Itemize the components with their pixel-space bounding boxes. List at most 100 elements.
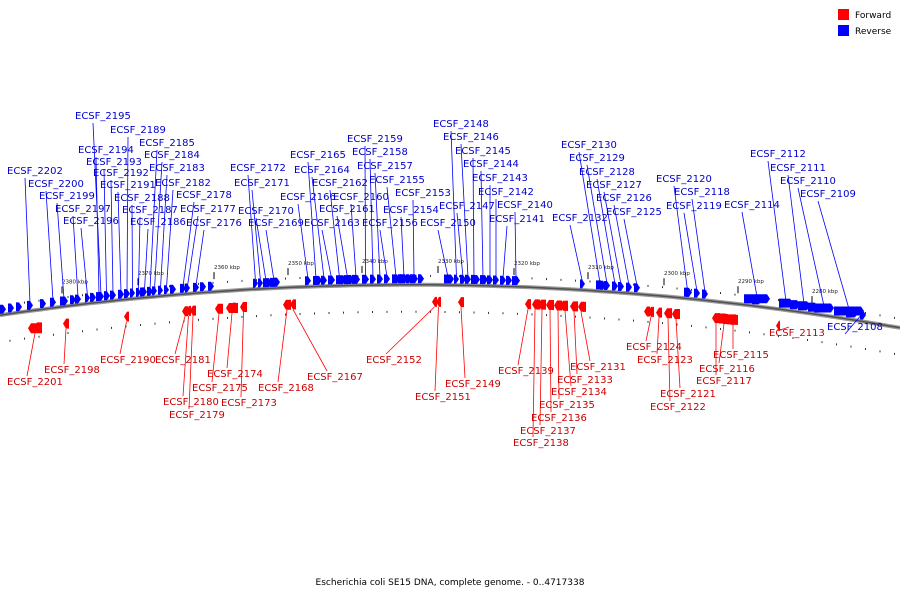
forward-gene-label[interactable]: ECSF_2131 — [570, 362, 626, 373]
reverse-gene-label[interactable]: ECSF_2164 — [294, 165, 350, 176]
reverse-gene-arrow[interactable] — [600, 280, 606, 290]
reverse-gene-label[interactable]: ECSF_2189 — [110, 125, 166, 136]
reverse-gene-arrow[interactable] — [158, 285, 163, 295]
forward-gene-label[interactable]: ECSF_2152 — [366, 355, 422, 366]
reverse-gene-arrow[interactable] — [118, 289, 124, 299]
reverse-gene-arrow[interactable] — [448, 274, 454, 284]
reverse-gene-arrow[interactable] — [70, 295, 76, 305]
reverse-gene-label[interactable]: ECSF_2140 — [497, 200, 553, 211]
reverse-gene-arrow[interactable] — [612, 281, 618, 291]
reverse-gene-label[interactable]: ECSF_2177 — [180, 204, 236, 215]
reverse-gene-label[interactable]: ECSF_2114 — [724, 200, 780, 211]
forward-gene-label[interactable]: ECSF_2116 — [699, 364, 755, 375]
reverse-gene-arrow[interactable] — [124, 289, 130, 299]
forward-gene-label[interactable]: ECSF_2121 — [660, 389, 716, 400]
forward-gene-label[interactable]: ECSF_2151 — [415, 392, 471, 403]
reverse-gene-label[interactable]: ECSF_2118 — [674, 187, 730, 198]
reverse-gene-label[interactable]: ECSF_2166 — [280, 192, 336, 203]
forward-gene-label[interactable]: ECSF_2168 — [258, 383, 314, 394]
reverse-gene-label[interactable]: ECSF_2146 — [443, 132, 499, 143]
forward-gene-arrow[interactable] — [458, 297, 464, 308]
reverse-gene-label[interactable]: ECSF_2159 — [347, 134, 403, 145]
reverse-gene-arrow[interactable] — [305, 276, 311, 286]
reverse-gene-arrow[interactable] — [75, 294, 81, 304]
reverse-gene-label[interactable]: ECSF_2161 — [319, 204, 375, 215]
reverse-gene-arrow[interactable] — [85, 293, 90, 303]
reverse-gene-label[interactable]: ECSF_2193 — [86, 157, 142, 168]
reverse-gene-arrow[interactable] — [352, 274, 360, 284]
reverse-gene-arrow[interactable] — [147, 286, 153, 296]
forward-gene-label[interactable]: ECSF_2136 — [531, 413, 587, 424]
reverse-gene-label[interactable]: ECSF_2127 — [586, 180, 642, 191]
reverse-gene-label[interactable]: ECSF_2178 — [176, 190, 232, 201]
reverse-gene-arrow[interactable] — [27, 300, 33, 310]
forward-gene-arrow[interactable] — [63, 318, 69, 329]
forward-gene-arrow[interactable] — [644, 306, 650, 317]
forward-gene-label[interactable]: ECSF_2167 — [307, 372, 363, 383]
reverse-gene-label[interactable]: ECSF_2176 — [186, 218, 242, 229]
reverse-gene-arrow[interactable] — [406, 274, 412, 284]
reverse-gene-label[interactable]: ECSF_2119 — [666, 201, 722, 212]
reverse-gene-label[interactable]: ECSF_2128 — [579, 167, 635, 178]
reverse-gene-arrow[interactable] — [130, 288, 135, 298]
reverse-gene-arrow[interactable] — [454, 274, 459, 284]
forward-gene-arrow[interactable] — [283, 299, 291, 310]
reverse-gene-arrow[interactable] — [779, 298, 793, 308]
reverse-gene-arrow[interactable] — [110, 290, 116, 300]
reverse-gene-label[interactable]: ECSF_2153 — [395, 188, 451, 199]
forward-gene-arrow[interactable] — [290, 299, 296, 310]
reverse-gene-arrow[interactable] — [208, 281, 214, 291]
reverse-gene-label[interactable]: ECSF_2160 — [333, 192, 389, 203]
reverse-gene-label[interactable]: ECSF_2195 — [75, 111, 131, 122]
reverse-gene-label[interactable]: ECSF_2194 — [78, 145, 134, 156]
reverse-gene-label[interactable]: ECSF_2150 — [420, 218, 476, 229]
reverse-gene-arrow[interactable] — [253, 278, 258, 288]
reverse-gene-arrow[interactable] — [694, 288, 700, 298]
reverse-gene-label[interactable]: ECSF_2148 — [433, 119, 489, 130]
reverse-gene-arrow[interactable] — [274, 277, 280, 287]
forward-gene-label[interactable]: ECSF_2117 — [696, 376, 752, 387]
reverse-gene-label[interactable]: ECSF_2191 — [100, 180, 156, 191]
reverse-gene-arrow[interactable] — [185, 283, 190, 293]
forward-gene-label[interactable]: ECSF_2174 — [207, 369, 263, 380]
reverse-gene-label[interactable]: ECSF_2109 — [800, 189, 856, 200]
reverse-gene-label[interactable]: ECSF_2187 — [122, 205, 178, 216]
forward-gene-label[interactable]: ECSF_2133 — [557, 375, 613, 386]
forward-gene-arrow[interactable] — [776, 320, 780, 331]
reverse-gene-label[interactable]: ECSF_2162 — [312, 178, 368, 189]
reverse-gene-label[interactable]: ECSF_2141 — [489, 214, 545, 225]
reverse-gene-arrow[interactable] — [258, 278, 263, 288]
reverse-gene-arrow[interactable] — [170, 284, 176, 294]
reverse-gene-arrow[interactable] — [846, 308, 858, 318]
reverse-gene-label[interactable]: ECSF_2154 — [383, 205, 439, 216]
reverse-gene-label[interactable]: ECSF_2144 — [463, 159, 519, 170]
reverse-gene-arrow[interactable] — [626, 282, 632, 292]
reverse-gene-label[interactable]: ECSF_2202 — [7, 166, 63, 177]
reverse-gene-arrow[interactable] — [348, 274, 354, 284]
forward-gene-label[interactable]: ECSF_2124 — [626, 342, 682, 353]
reverse-gene-arrow[interactable] — [686, 287, 692, 297]
reverse-gene-label[interactable]: ECSF_2199 — [39, 191, 95, 202]
forward-gene-arrow[interactable] — [664, 308, 672, 319]
forward-gene-arrow[interactable] — [240, 302, 247, 313]
reverse-gene-arrow[interactable] — [50, 297, 56, 307]
reverse-gene-arrow[interactable] — [377, 274, 383, 284]
forward-gene-label[interactable]: ECSF_2190 — [100, 355, 156, 366]
reverse-gene-arrow[interactable] — [266, 278, 272, 288]
reverse-gene-label[interactable]: ECSF_2125 — [606, 207, 662, 218]
reverse-gene-arrow[interactable] — [0, 304, 6, 314]
reverse-gene-arrow[interactable] — [798, 301, 810, 311]
reverse-gene-arrow[interactable] — [398, 274, 404, 284]
reverse-gene-arrow[interactable] — [474, 274, 480, 284]
reverse-gene-arrow[interactable] — [580, 279, 585, 289]
reverse-gene-label[interactable]: ECSF_2132 — [552, 213, 608, 224]
reverse-gene-label[interactable]: ECSF_2163 — [304, 218, 360, 229]
forward-gene-arrow[interactable] — [215, 303, 223, 314]
forward-gene-label[interactable]: ECSF_2113 — [769, 328, 825, 339]
reverse-gene-arrow[interactable] — [634, 283, 640, 293]
reverse-gene-label[interactable]: ECSF_2108 — [827, 322, 883, 333]
reverse-gene-arrow[interactable] — [140, 287, 146, 297]
reverse-gene-label[interactable]: ECSF_2182 — [155, 178, 211, 189]
forward-gene-arrow[interactable] — [182, 306, 188, 317]
reverse-gene-label[interactable]: ECSF_2196 — [63, 216, 119, 227]
